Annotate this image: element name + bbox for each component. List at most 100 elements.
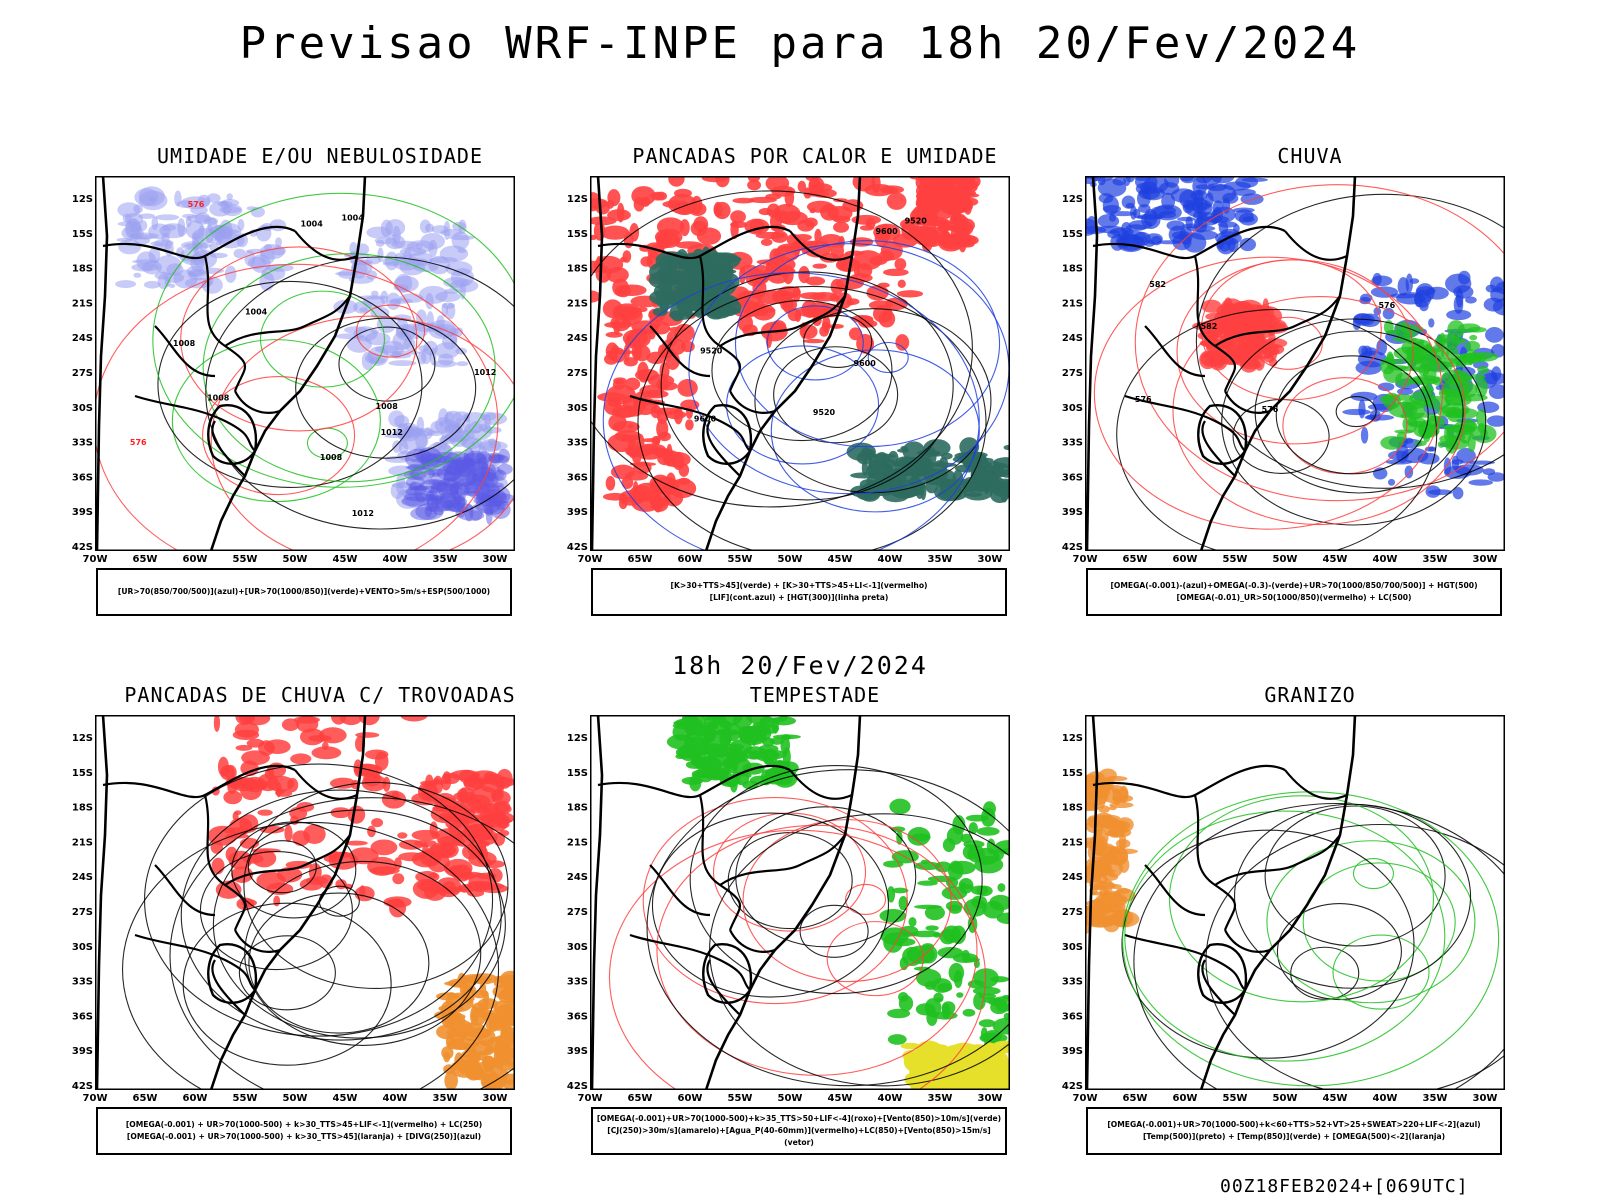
contour-label: 9520	[813, 408, 836, 417]
map-background	[666, 715, 1010, 1090]
lat-tick-label: 15S	[72, 229, 93, 240]
lat-tick-label: 33S	[567, 438, 588, 449]
lon-tick-label: 40W	[1373, 1093, 1398, 1104]
lon-tick-label: 30W	[483, 554, 508, 565]
panel-granizo: GRANIZO 12S 15S 18S 21S 24S 27S 30S 33S 36S 39S 42S…	[1062, 683, 1545, 1165]
lon-tick-label: 70W	[578, 554, 603, 565]
lat-tick-label: 36S	[72, 472, 93, 483]
lon-tick-label: 55W	[233, 1093, 258, 1104]
lon-tick-label: 65W	[1123, 1093, 1148, 1104]
lat-tick-label: 42S	[72, 542, 93, 553]
lat-tick-label: 27S	[567, 368, 588, 379]
map-background	[1085, 176, 1505, 500]
lat-tick-label: 30S	[72, 403, 93, 414]
panel-title: PANCADAS POR CALOR E UMIDADE	[632, 144, 998, 168]
panel-umidade: UMIDADE E/OU NEBULOSIDADE 1004 1008 1012 100…	[72, 144, 555, 626]
panel-title: GRANIZO	[1264, 683, 1356, 707]
legend-line: [UR>70(850/700/500)](azul)+[UR>70(1000/8…	[117, 587, 491, 596]
lat-tick-label: 21S	[567, 837, 588, 848]
lat-tick-label: 24S	[1062, 333, 1083, 344]
lon-tick-label: 30W	[978, 554, 1003, 565]
lat-tick-label: 33S	[1062, 977, 1083, 988]
map-background	[207, 715, 515, 1090]
lon-tick-label: 45W	[333, 1093, 358, 1104]
lat-tick-label: 30S	[1062, 403, 1083, 414]
contour-label: 1008	[320, 453, 343, 462]
panel-legend: [UR>70(850/700/500)](azul)+[UR>70(1000/8…	[96, 568, 512, 616]
lon-tick-label: 40W	[878, 1093, 903, 1104]
lat-tick-label: 39S	[72, 1046, 93, 1057]
contour-label: 576	[1135, 395, 1152, 404]
lon-tick-label: 65W	[628, 554, 653, 565]
lon-tick-label: 30W	[1473, 1093, 1498, 1104]
lon-tick-label: 55W	[233, 554, 258, 565]
lon-tick-label: 60W	[678, 1093, 703, 1104]
lat-tick-label: 18S	[567, 803, 588, 814]
legend-line: [OMEGA(-0.001) + UR>70(1000-500) + k>30_…	[125, 1120, 483, 1129]
lon-tick-label: 40W	[383, 554, 408, 565]
contour-label: 576	[188, 200, 205, 209]
lon-tick-label: 65W	[1123, 554, 1148, 565]
panel-legend: [OMEGA(-0.001)+UR>70(1000-500)+k<60+TTS>…	[1086, 1107, 1502, 1155]
panel-trovoadas: PANCADAS DE CHUVA C/ TROVOADAS 12S 15S 18S 2…	[72, 683, 555, 1165]
bottom-row-date: 18h 20/Fev/2024	[672, 651, 928, 680]
legend-line: [OMEGA(-0.001)-(azul)+OMEGA(-0.3)-(verde…	[1110, 581, 1478, 590]
lon-tick-label: 45W	[828, 1093, 853, 1104]
lat-tick-label: 15S	[1062, 768, 1083, 779]
panel-chuva: CHUVA 576 576 582 582 576 12S 15S 18S 21S 24S 27S 30…	[1062, 144, 1545, 626]
lat-tick-label: 12S	[567, 733, 588, 744]
lon-tick-label: 30W	[483, 1093, 508, 1104]
lon-tick-label: 55W	[728, 1093, 753, 1104]
map-frame	[1085, 715, 1505, 1090]
lon-tick-label: 35W	[928, 1093, 953, 1104]
legend-line: [Temp(500)](preto) + [Temp(850)](verde) …	[1142, 1132, 1446, 1141]
lon-tick-label: 55W	[1223, 554, 1248, 565]
contour-label: 1012	[352, 509, 374, 518]
legend-line: [OMEGA(-0.001)+UR>70(1000-500)+k>35_TTS>…	[596, 1114, 1002, 1123]
panel-pancadas: PANCADAS POR CALOR E UMIDADE 9600 9520 9520…	[567, 144, 1050, 626]
map-background	[590, 176, 1010, 513]
lat-tick-label: 27S	[1062, 368, 1083, 379]
lat-tick-label: 36S	[567, 472, 588, 483]
lon-tick-label: 70W	[83, 554, 108, 565]
lon-tick-label: 45W	[1323, 1093, 1348, 1104]
lon-tick-label: 65W	[133, 1093, 158, 1104]
lon-tick-label: 50W	[778, 1093, 803, 1104]
lat-tick-label: 42S	[1062, 1081, 1083, 1092]
lat-tick-label: 15S	[1062, 229, 1083, 240]
lon-tick-label: 50W	[1273, 554, 1298, 565]
lat-tick-label: 18S	[1062, 803, 1083, 814]
map-background	[115, 186, 515, 525]
lat-tick-label: 30S	[1062, 942, 1083, 953]
lat-tick-label: 39S	[1062, 507, 1083, 518]
map-tempestade	[590, 715, 1010, 1090]
lat-tick-label: 27S	[1062, 907, 1083, 918]
lon-tick-label: 35W	[433, 554, 458, 565]
contour-label: 9600	[694, 414, 717, 423]
lat-tick-label: 27S	[567, 907, 588, 918]
lat-tick-label: 12S	[1062, 194, 1083, 205]
lon-tick-label: 35W	[1423, 1093, 1448, 1104]
lat-tick-label: 39S	[567, 1046, 588, 1057]
map-frame	[1085, 176, 1505, 551]
legend-line: [OMEGA(-0.01)_UR>50(1000/850)(vermelho) …	[1176, 593, 1412, 602]
legend-line: [OMEGA(-0.001) + UR>70(1000-500) + k>30_…	[126, 1132, 482, 1141]
lat-tick-label: 30S	[567, 403, 588, 414]
lat-tick-label: 15S	[567, 229, 588, 240]
lat-tick-label: 36S	[72, 1011, 93, 1022]
lon-tick-label: 60W	[1173, 554, 1198, 565]
contour-label: 576	[130, 438, 147, 447]
panel-legend: [K>30+TTS>45](verde) + [K>30+TTS>45+LI<-…	[591, 568, 1007, 616]
lat-tick-label: 12S	[1062, 733, 1083, 744]
lat-tick-label: 42S	[567, 542, 588, 553]
lat-tick-label: 21S	[72, 298, 93, 309]
lat-tick-label: 36S	[567, 1011, 588, 1022]
contour-label: 1008	[173, 339, 196, 348]
lat-tick-label: 33S	[72, 438, 93, 449]
contour-label: 1004	[245, 308, 268, 317]
lat-tick-label: 27S	[72, 907, 93, 918]
lon-tick-label: 40W	[1373, 554, 1398, 565]
